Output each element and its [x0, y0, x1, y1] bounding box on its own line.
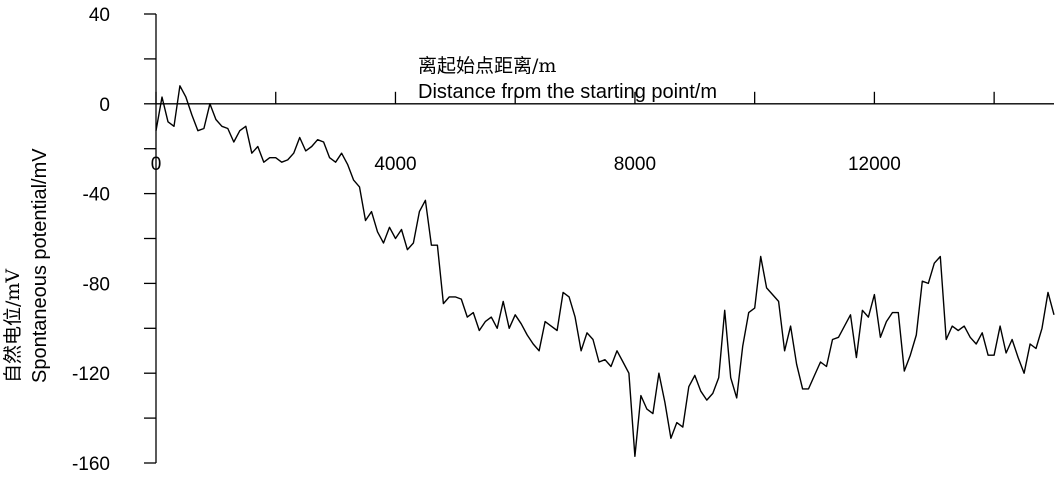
- y-axis-title-chinese: 自然电位/mV: [2, 269, 24, 383]
- x-ticks: 0 4000 8000 12000: [151, 91, 995, 175]
- x-axis-title: Distance from the starting point/m: [418, 81, 717, 103]
- x-tick-label: 0: [151, 154, 162, 175]
- series-line: [155, 85, 1055, 457]
- y-tick-label: -160: [72, 454, 110, 475]
- x-tick-label: 8000: [614, 154, 656, 175]
- y-tick-label: 40: [89, 5, 110, 26]
- y-tick-label: -80: [83, 274, 110, 295]
- y-tick-label: 0: [99, 95, 110, 116]
- x-tick-label: 12000: [848, 154, 901, 175]
- y-tick-label: -120: [72, 364, 110, 385]
- x-axis-title-chinese: 离起始点距离/m: [418, 55, 556, 77]
- x-tick-label: 4000: [374, 154, 416, 175]
- series-layer: [155, 85, 1055, 457]
- y-tick-label: -40: [83, 185, 110, 206]
- y-ticks: 40 0 -40 -80 -120 -160: [72, 5, 156, 475]
- y-axis-title: Spontaneous potential/mV: [29, 148, 51, 383]
